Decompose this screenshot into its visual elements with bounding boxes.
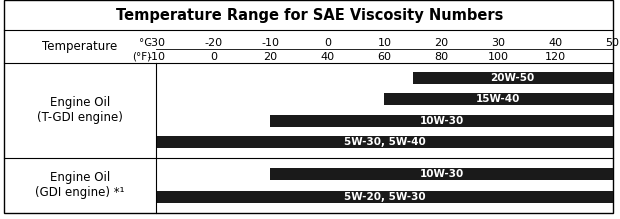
Text: -10: -10 bbox=[261, 38, 280, 48]
Text: Engine Oil
(T-GDI engine): Engine Oil (T-GDI engine) bbox=[37, 96, 123, 124]
Text: 20: 20 bbox=[435, 38, 448, 48]
Text: 40: 40 bbox=[321, 52, 334, 62]
Text: (°F): (°F) bbox=[132, 52, 151, 62]
Text: 5W-20, 5W-30: 5W-20, 5W-30 bbox=[343, 192, 425, 202]
Text: 100: 100 bbox=[488, 52, 509, 62]
Text: 0: 0 bbox=[324, 38, 331, 48]
Text: 5W-30, 5W-40: 5W-30, 5W-40 bbox=[343, 137, 425, 147]
Text: 50: 50 bbox=[606, 38, 619, 48]
Text: Temperature Range for SAE Viscosity Numbers: Temperature Range for SAE Viscosity Numb… bbox=[117, 8, 503, 23]
Text: 10W-30: 10W-30 bbox=[419, 169, 464, 179]
Text: -30: -30 bbox=[147, 38, 166, 48]
Text: 10: 10 bbox=[378, 38, 391, 48]
Text: 80: 80 bbox=[435, 52, 448, 62]
Text: Temperature: Temperature bbox=[42, 40, 118, 53]
Text: 30: 30 bbox=[492, 38, 505, 48]
Text: 15W-40: 15W-40 bbox=[476, 94, 521, 104]
Text: -10: -10 bbox=[147, 52, 166, 62]
Text: -20: -20 bbox=[204, 38, 223, 48]
Text: 20W-50: 20W-50 bbox=[490, 73, 535, 83]
Text: 0: 0 bbox=[210, 52, 217, 62]
Text: °C: °C bbox=[139, 38, 151, 48]
Text: 10W-30: 10W-30 bbox=[419, 116, 464, 126]
Text: 20: 20 bbox=[264, 52, 277, 62]
Text: 60: 60 bbox=[378, 52, 391, 62]
Text: 120: 120 bbox=[545, 52, 566, 62]
Text: Engine Oil
(GDI engine) *¹: Engine Oil (GDI engine) *¹ bbox=[35, 171, 125, 200]
Text: 40: 40 bbox=[549, 38, 562, 48]
